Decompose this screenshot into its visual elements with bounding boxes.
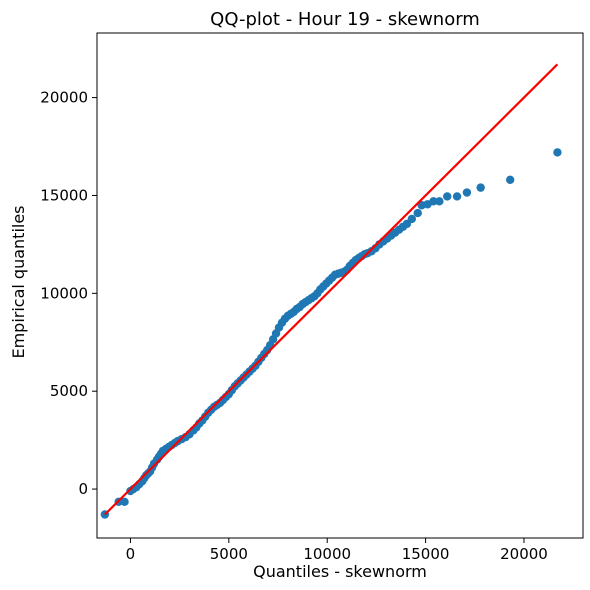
y-tick-label: 15000 bbox=[40, 186, 88, 204]
plot-frame bbox=[96, 32, 584, 539]
data-point bbox=[476, 183, 485, 192]
chart-title: QQ-plot - Hour 19 - skewnorm bbox=[210, 9, 480, 30]
data-point bbox=[443, 192, 452, 201]
x-axis-title: Quantiles - skewnorm bbox=[253, 562, 427, 581]
data-point bbox=[407, 214, 417, 224]
y-axis: 0 5000 10000 15000 20000 bbox=[40, 89, 97, 498]
data-point bbox=[452, 192, 462, 201]
data-point bbox=[462, 188, 472, 197]
data-point bbox=[505, 175, 515, 185]
data-point bbox=[120, 497, 129, 506]
scatter-points bbox=[100, 148, 562, 519]
y-tick-label: 10000 bbox=[40, 284, 88, 302]
data-point bbox=[435, 197, 444, 206]
y-axis-title: Empirical quantiles bbox=[9, 205, 28, 358]
x-tick-label: 10000 bbox=[303, 545, 351, 563]
x-axis: 0 5000 10000 15000 20000 bbox=[126, 538, 548, 563]
data-point bbox=[413, 208, 422, 218]
x-tick-label: 15000 bbox=[402, 545, 450, 563]
reference-line bbox=[104, 63, 559, 516]
x-tick-label: 0 bbox=[126, 545, 136, 563]
x-tick-label: 20000 bbox=[500, 545, 548, 563]
y-tick-label: 0 bbox=[78, 480, 88, 498]
data-point bbox=[429, 197, 438, 206]
y-tick-label: 5000 bbox=[50, 382, 88, 400]
data-point bbox=[553, 148, 562, 157]
y-tick-label: 20000 bbox=[40, 89, 88, 107]
x-tick-label: 5000 bbox=[210, 545, 248, 563]
